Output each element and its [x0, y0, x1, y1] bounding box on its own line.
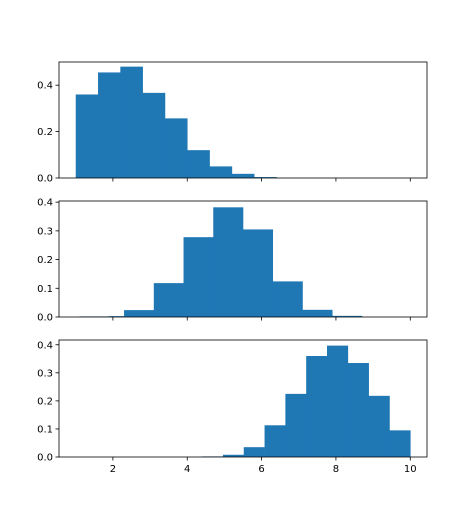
histogram-bar	[120, 66, 143, 178]
histogram-bar	[231, 173, 255, 178]
panel-2: 0.0 0.1 0.2 0.3 0.4	[37, 198, 428, 324]
histogram-bar	[209, 166, 233, 178]
x-tick-label: 2	[110, 464, 116, 475]
histogram-bar	[164, 118, 188, 178]
histogram-bar	[368, 395, 390, 457]
y-tick-label: 0.2	[37, 255, 53, 266]
y-tick-label: 0.0	[37, 174, 53, 185]
y-tick-label: 0.3	[37, 226, 53, 237]
x-tick-label: 8	[333, 464, 339, 475]
histogram-bar	[332, 315, 363, 317]
y-tick-label: 0.4	[37, 81, 53, 92]
y-tick-label: 0.2	[37, 127, 53, 138]
y-tick-label: 0.2	[37, 396, 53, 407]
histogram-bar	[302, 309, 333, 317]
histogram-bar	[327, 345, 349, 457]
histogram-bar	[243, 447, 265, 457]
histogram-bar	[183, 237, 214, 317]
histogram-bar	[98, 72, 121, 178]
histogram-bar	[254, 177, 277, 178]
histogram-bar	[222, 454, 245, 457]
y-tick-label: 0.0	[37, 453, 53, 464]
histogram-bar	[124, 310, 155, 317]
histogram-bar	[272, 281, 303, 317]
histogram-bar	[75, 94, 99, 178]
histogram-bar	[264, 425, 286, 457]
histogram-bar	[243, 229, 274, 317]
histogram-bar	[142, 92, 166, 178]
panel-1: 0.0 0.2 0.4	[37, 61, 428, 185]
histogram-bar	[187, 150, 210, 178]
panel-3: 0.0 0.1 0.2 0.3 0.4 2 4 6 8 10	[37, 339, 428, 475]
y-tick-label: 0.1	[37, 424, 53, 435]
histogram-bar	[347, 363, 369, 457]
axes-frame	[58, 200, 428, 318]
y-tick-label: 0.0	[37, 313, 53, 324]
y-tick-label: 0.4	[37, 198, 53, 209]
y-tick-label: 0.3	[37, 368, 53, 379]
y-tick-label: 0.4	[37, 340, 53, 351]
histogram-bar	[213, 207, 244, 317]
axes-frame	[58, 61, 428, 179]
histogram-bar	[306, 355, 328, 457]
histogram-bar	[153, 283, 184, 317]
y-tick-label: 0.1	[37, 284, 53, 295]
axes-frame	[58, 339, 428, 458]
x-tick-label: 4	[184, 464, 190, 475]
histogram-bar	[285, 393, 307, 457]
histogram-bar	[389, 430, 411, 457]
x-tick-label: 6	[258, 464, 264, 475]
x-tick-label: 10	[404, 464, 417, 475]
